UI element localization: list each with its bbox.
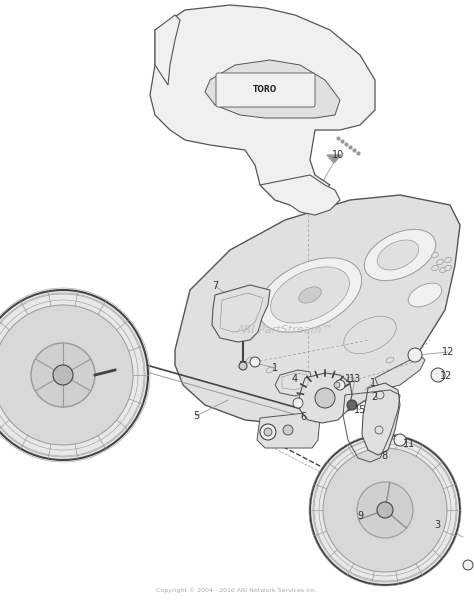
Polygon shape [150,5,375,205]
Polygon shape [275,370,312,396]
Polygon shape [257,413,320,448]
Text: 4: 4 [292,374,298,384]
Ellipse shape [0,305,133,445]
Text: 12: 12 [440,371,452,381]
Ellipse shape [432,252,438,258]
Polygon shape [375,355,425,390]
Ellipse shape [334,382,340,388]
Text: 7: 7 [212,281,218,291]
Polygon shape [155,15,180,85]
Ellipse shape [323,448,447,572]
Ellipse shape [271,267,349,323]
Ellipse shape [432,266,438,270]
Ellipse shape [445,266,451,270]
Ellipse shape [437,260,443,265]
Ellipse shape [258,258,362,332]
Ellipse shape [463,560,473,570]
Ellipse shape [357,482,413,538]
Text: TORO: TORO [253,85,277,94]
Ellipse shape [299,287,321,303]
Ellipse shape [239,362,247,370]
Polygon shape [212,285,270,342]
Polygon shape [327,155,341,163]
Ellipse shape [260,424,276,440]
Text: 2: 2 [371,392,377,402]
Ellipse shape [377,502,393,518]
Ellipse shape [347,400,357,410]
Text: 8: 8 [381,451,387,461]
Ellipse shape [53,365,73,385]
Text: 1: 1 [272,363,278,373]
Ellipse shape [293,398,303,408]
Ellipse shape [264,428,272,436]
Text: 6: 6 [300,412,306,422]
Text: 1: 1 [345,374,351,384]
Ellipse shape [408,283,442,307]
Ellipse shape [31,343,95,407]
Ellipse shape [335,380,345,390]
FancyBboxPatch shape [216,73,315,107]
Polygon shape [175,195,460,425]
Text: 5: 5 [193,411,199,421]
Ellipse shape [445,257,451,263]
Polygon shape [205,60,340,118]
Ellipse shape [283,425,293,435]
Text: 1: 1 [370,378,376,388]
Ellipse shape [310,435,460,585]
Ellipse shape [315,388,335,408]
Text: 13: 13 [349,374,361,384]
Ellipse shape [408,348,422,362]
Polygon shape [299,373,352,423]
Ellipse shape [394,434,406,446]
Ellipse shape [0,290,148,460]
Ellipse shape [250,357,260,367]
Text: 3: 3 [434,520,440,530]
Text: Copyright © 2004 - 2016 ARI Network Services Inc.: Copyright © 2004 - 2016 ARI Network Serv… [156,587,318,593]
Ellipse shape [365,229,436,281]
Text: 9: 9 [357,511,363,521]
Text: 11: 11 [403,439,415,449]
Polygon shape [260,175,340,215]
Text: 15: 15 [354,405,366,415]
Ellipse shape [440,267,447,273]
Text: ARI PartStream™: ARI PartStream™ [237,325,334,335]
Text: 10: 10 [332,150,344,160]
Ellipse shape [377,240,419,270]
Polygon shape [362,383,400,455]
Ellipse shape [431,368,445,382]
Text: 12: 12 [442,347,454,357]
